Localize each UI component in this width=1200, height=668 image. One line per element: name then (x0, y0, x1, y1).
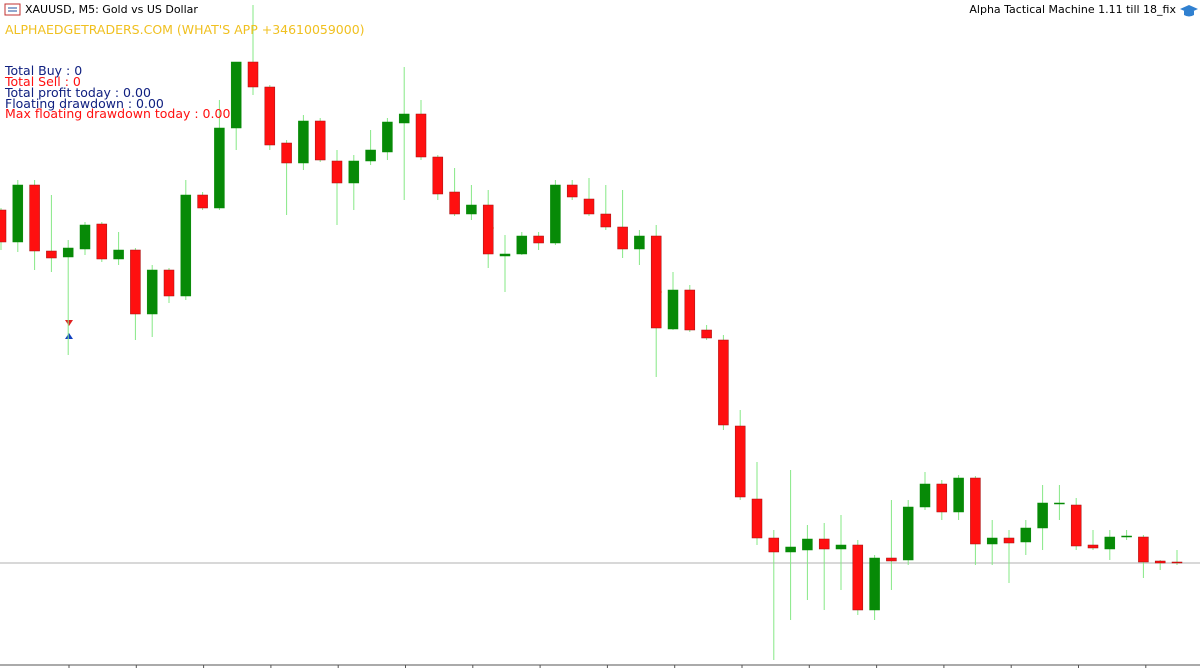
candle-body (466, 204, 477, 215)
candle-body (415, 113, 427, 158)
candle-body (382, 121, 393, 153)
candle-body (516, 235, 528, 255)
candle-body (785, 546, 796, 553)
candle-body (533, 235, 544, 244)
candle-body (197, 194, 208, 209)
candle-body (365, 149, 376, 162)
candle-body (314, 120, 326, 161)
candle-body (1104, 536, 1116, 550)
candle-body (802, 538, 813, 551)
info-line: Total Buy : 0 (5, 63, 83, 78)
banner: ALPHAEDGETRADERS.COM (WHAT'S APP +346100… (5, 22, 365, 37)
candle-body (432, 156, 444, 195)
candle-body (1121, 535, 1132, 538)
candle-body (264, 86, 276, 146)
candle-body (919, 483, 931, 508)
candle-body (768, 537, 780, 553)
candle-body (29, 184, 40, 252)
buy-arrow (65, 333, 73, 339)
expert-icon (1180, 5, 1198, 17)
candle-body (214, 127, 225, 209)
candle-body (449, 191, 460, 215)
sell-arrow (65, 320, 73, 326)
candle-body (751, 498, 763, 539)
candle-body (1003, 537, 1015, 544)
candle-body (1171, 561, 1183, 564)
info-line: Total profit today : 0.00 (5, 85, 151, 100)
symbol-icon (4, 3, 21, 16)
candle-body (482, 204, 494, 255)
candle-body (180, 194, 192, 297)
candle-body (1138, 536, 1149, 563)
candle-body (684, 289, 696, 331)
candle-body (331, 160, 343, 184)
candle-body (46, 250, 57, 259)
candle-body (499, 253, 511, 257)
candle-body (818, 538, 830, 550)
candle-body (96, 223, 108, 260)
candle-body (1020, 527, 1032, 543)
candle-body (130, 249, 141, 315)
candle-body (1087, 544, 1099, 549)
expert-title: Alpha Tactical Machine 1.11 till 18_fix (969, 3, 1176, 16)
candle-body (600, 213, 612, 228)
candle-body (953, 477, 964, 513)
candle-body (650, 235, 662, 329)
info-line: Total Sell : 0 (5, 74, 81, 89)
candle-body (617, 226, 628, 250)
candle-body (281, 142, 292, 164)
candle-body (1037, 502, 1048, 529)
symbol-title: XAUUSD, M5: Gold vs US Dollar (25, 3, 198, 16)
candle-body (634, 235, 645, 250)
candle-body (1154, 560, 1166, 564)
info-line: Floating drawdown : 0.00 (5, 96, 164, 111)
candle-body (550, 184, 561, 244)
candle-body (701, 329, 712, 339)
candle-body (835, 544, 847, 550)
candle-body (79, 224, 91, 250)
info-line: Max floating drawdown today : 0.00 (5, 106, 231, 121)
candle-body (718, 339, 729, 426)
candle-body (1054, 502, 1065, 505)
candle-body (247, 61, 259, 88)
candle-body (667, 289, 679, 330)
candle-body (869, 557, 880, 611)
candle-body (398, 113, 410, 124)
candle-body (936, 483, 948, 513)
candle-body (12, 184, 24, 243)
candle-body (62, 247, 74, 258)
candle-body (970, 477, 981, 545)
candle-body (852, 544, 864, 611)
candle-body (1070, 504, 1082, 547)
candle-body (163, 269, 175, 297)
candle-body (113, 249, 124, 260)
candle-body (230, 61, 242, 129)
candle-body (348, 160, 360, 184)
candle-body (986, 537, 998, 545)
candle-body (298, 120, 309, 164)
candle-body (566, 184, 578, 198)
candle-body (734, 425, 746, 498)
candle-body (886, 557, 897, 562)
candle-body (0, 209, 7, 243)
candle-body (146, 269, 158, 315)
candle-body (902, 506, 914, 561)
candle-body (583, 198, 595, 215)
